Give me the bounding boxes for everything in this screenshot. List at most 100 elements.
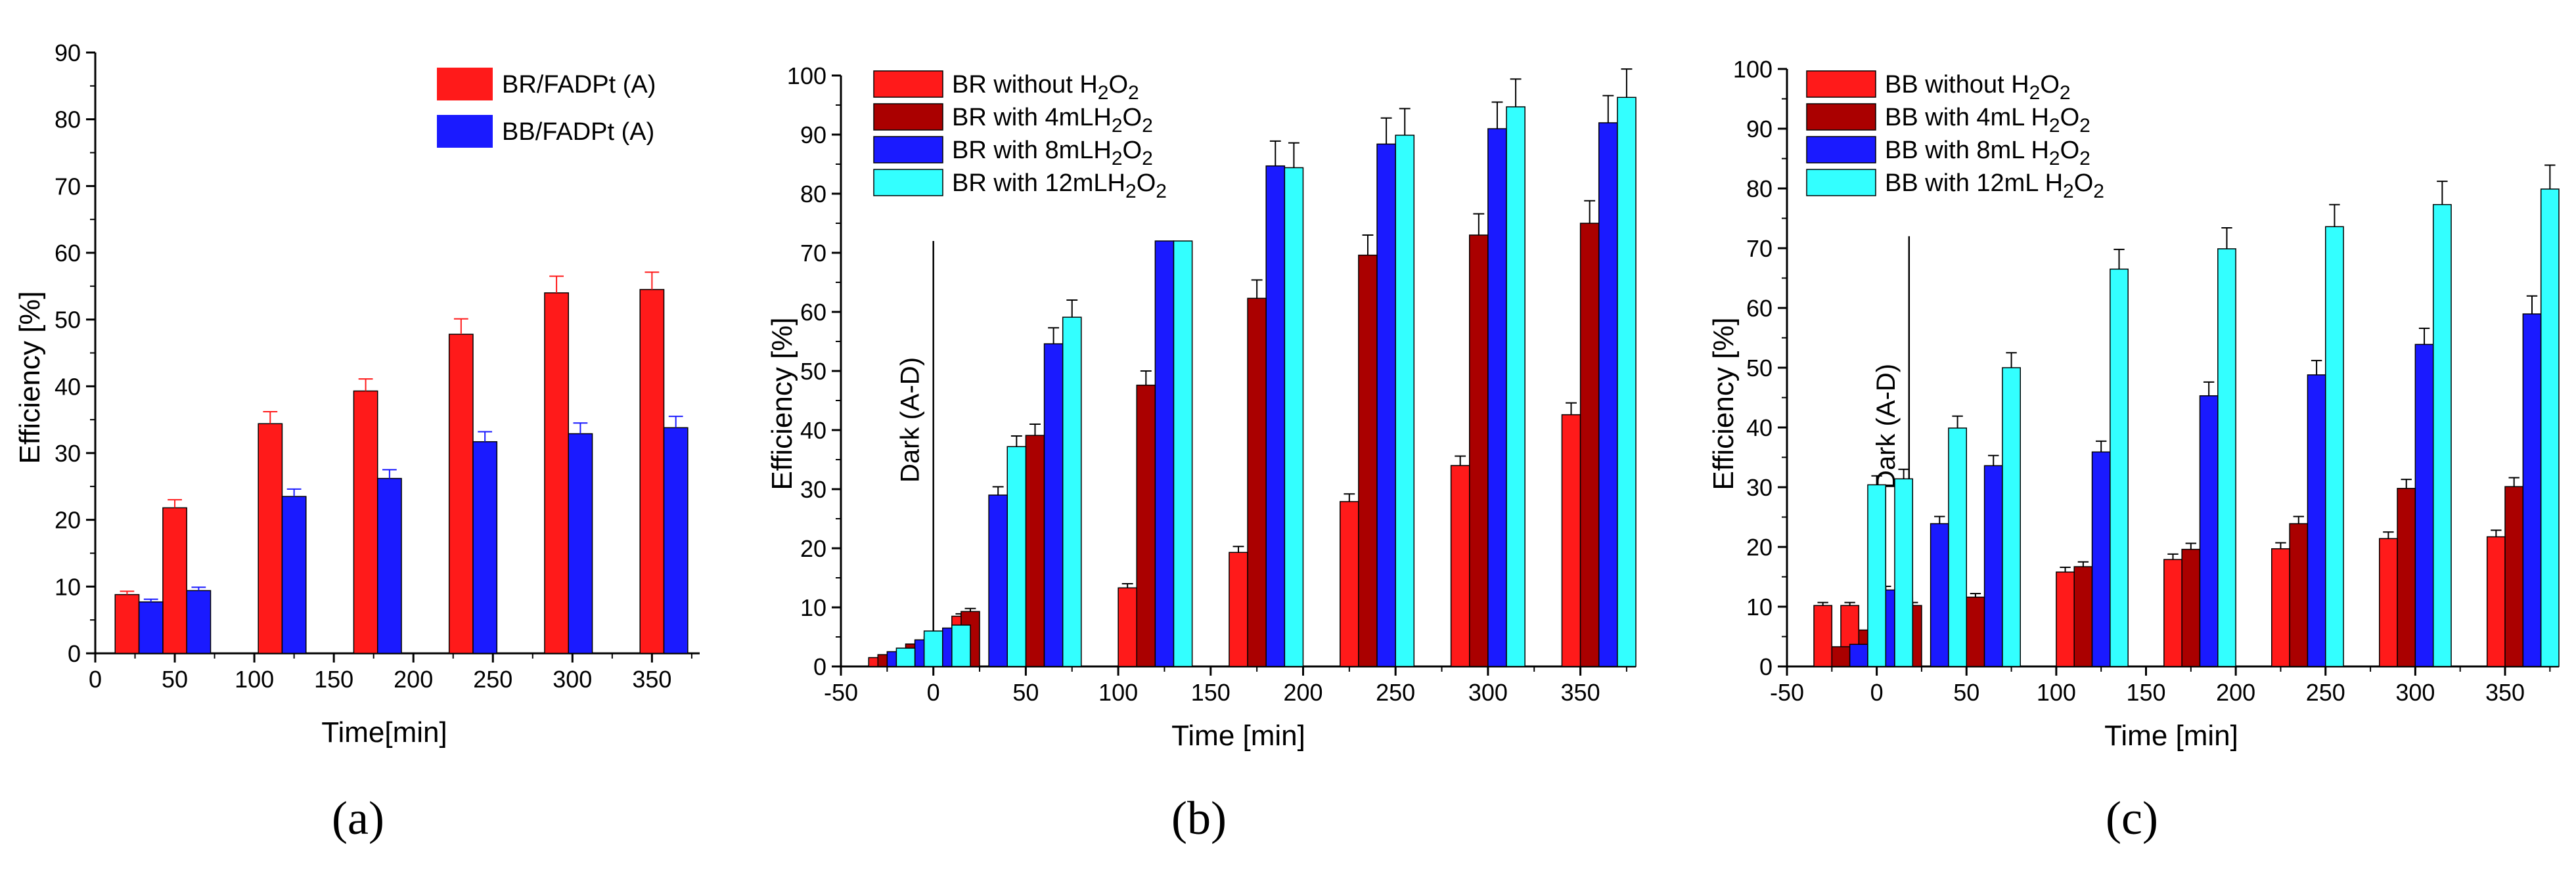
bar-c-s0	[2486, 536, 2506, 667]
y-tick-label-c: 60	[1746, 295, 1773, 322]
bar-a-s1	[376, 477, 402, 654]
y-tick-label-c: 40	[1746, 414, 1773, 441]
y-tick-label-c: 30	[1746, 474, 1773, 501]
bar-b-s1	[1468, 234, 1489, 667]
legend-swatch-c	[1806, 103, 1876, 131]
legend-label-b: BR with 8mLH2O2	[952, 137, 1153, 169]
legend-label-c: BB with 4mL H2O2	[1885, 104, 2090, 137]
x-tick-label-a: 300	[553, 666, 592, 693]
y-axis-label-b: Efficiency [%]	[766, 317, 798, 490]
dark-annotation-b: Dark (A-D)	[896, 357, 925, 483]
x-tick-label-c: 300	[2395, 679, 2435, 706]
x-tick-label-b: -50	[824, 679, 858, 706]
x-tick-label-b: 250	[1376, 679, 1415, 706]
bar-b-s1	[1247, 297, 1267, 667]
bar-b-s1	[1025, 435, 1045, 667]
bar-b-s1	[1136, 384, 1156, 667]
bar-b-s3	[1506, 106, 1525, 667]
bar-c-s3	[1948, 427, 1968, 667]
bar-a-s1	[138, 601, 164, 654]
x-tick-label-b: 150	[1191, 679, 1231, 706]
bar-b-s3	[923, 630, 943, 667]
y-tick-label-a: 0	[68, 640, 81, 667]
x-tick-label-c: 150	[2126, 679, 2165, 706]
bar-c-s1	[2073, 566, 2093, 667]
y-tick-label-c: 10	[1746, 594, 1773, 620]
legend-label-a: BR/FADPt (A)	[502, 71, 656, 98]
y-tick-label-b: 100	[787, 62, 826, 89]
y-axis-label-a: Efficiency [%]	[14, 291, 46, 464]
bar-b-s3	[951, 624, 971, 667]
x-tick-label-b: 0	[927, 679, 940, 706]
bar-c-s0	[2271, 548, 2290, 667]
y-tick-label-c: 100	[1733, 56, 1773, 83]
bar-c-s3	[2217, 248, 2236, 667]
bar-c-s1	[1966, 596, 1985, 667]
bar-c-s2	[1849, 643, 1868, 667]
x-tick-label-a: 350	[632, 666, 671, 693]
bar-c-s2	[2522, 313, 2542, 667]
bar-a-s0	[114, 594, 140, 654]
legend-label-c: BB without H2O2	[1885, 71, 2071, 104]
bar-c-s3	[2540, 188, 2560, 667]
y-tick-label-b: 40	[800, 417, 826, 444]
bar-c-s0	[2056, 571, 2075, 667]
bar-b-s2	[1598, 122, 1618, 667]
bar-a-s1	[568, 433, 593, 654]
y-tick-label-c: 50	[1746, 355, 1773, 381]
bar-c-s3	[1894, 478, 1914, 667]
x-tick-label-a: 150	[314, 666, 353, 693]
y-tick-label-b: 70	[800, 240, 826, 267]
bar-b-s2	[988, 494, 1008, 667]
y-tick-label-a: 20	[55, 507, 81, 534]
y-tick-label-b: 60	[800, 299, 826, 326]
x-tick-label-b: 100	[1098, 679, 1138, 706]
panel-label-b: (b)	[1171, 792, 1227, 844]
x-tick-label-a: 100	[235, 666, 274, 693]
bar-b-s2	[1265, 165, 1286, 667]
y-tick-label-a: 90	[55, 39, 81, 66]
bar-c-s1	[1831, 646, 1851, 667]
x-tick-label-b: 200	[1283, 679, 1322, 706]
bar-b-s0	[1450, 465, 1470, 667]
bar-c-s3	[2002, 367, 2021, 667]
x-tick-label-c: 350	[2485, 679, 2525, 706]
y-tick-label-c: 90	[1746, 116, 1773, 142]
bar-b-s3	[1617, 97, 1637, 667]
legend-swatch-c	[1806, 169, 1876, 196]
bar-c-s2	[2199, 395, 2219, 667]
bar-b-s3	[1006, 446, 1027, 667]
bar-a-s0	[544, 292, 570, 654]
y-tick-label-b: 0	[813, 653, 826, 680]
panel-a: 0 10 20 30 40 50 60 70 80 90 0 50 100 150 200 250 300 350…	[14, 39, 700, 844]
bar-b-s3	[1284, 167, 1304, 667]
bar-b-s0	[1118, 587, 1137, 667]
legend-label-c: BB with 12mL H2O2	[1885, 169, 2104, 202]
bar-b-s1	[1358, 254, 1378, 667]
legend-swatch-c	[1806, 136, 1876, 163]
bar-c-s0	[1813, 605, 1833, 667]
bar-a-s1	[281, 496, 307, 654]
bar-a-s0	[162, 507, 187, 654]
bar-a-s0	[448, 334, 474, 654]
bar-c-s3	[1867, 484, 1887, 667]
bar-b-s0	[1561, 414, 1581, 667]
y-tick-label-b: 80	[800, 181, 826, 207]
bar-c-s2	[1930, 523, 1949, 667]
y-tick-label-c: 80	[1746, 175, 1773, 202]
legend-label-b: BR with 4mLH2O2	[952, 104, 1153, 137]
bar-c-s2	[2307, 374, 2326, 667]
bar-c-s2	[2414, 343, 2434, 667]
x-tick-label-a: 0	[89, 666, 102, 693]
bar-a-s0	[353, 390, 378, 654]
y-tick-label-b: 50	[800, 358, 826, 385]
x-tick-label-a: 200	[394, 666, 433, 693]
legend-swatch-b	[873, 169, 943, 196]
bar-c-s2	[1983, 465, 2003, 667]
y-tick-label-b: 90	[800, 121, 826, 148]
legend-swatch-b	[873, 70, 943, 98]
y-axis-label-c: Efficiency [%]	[1707, 317, 1740, 490]
